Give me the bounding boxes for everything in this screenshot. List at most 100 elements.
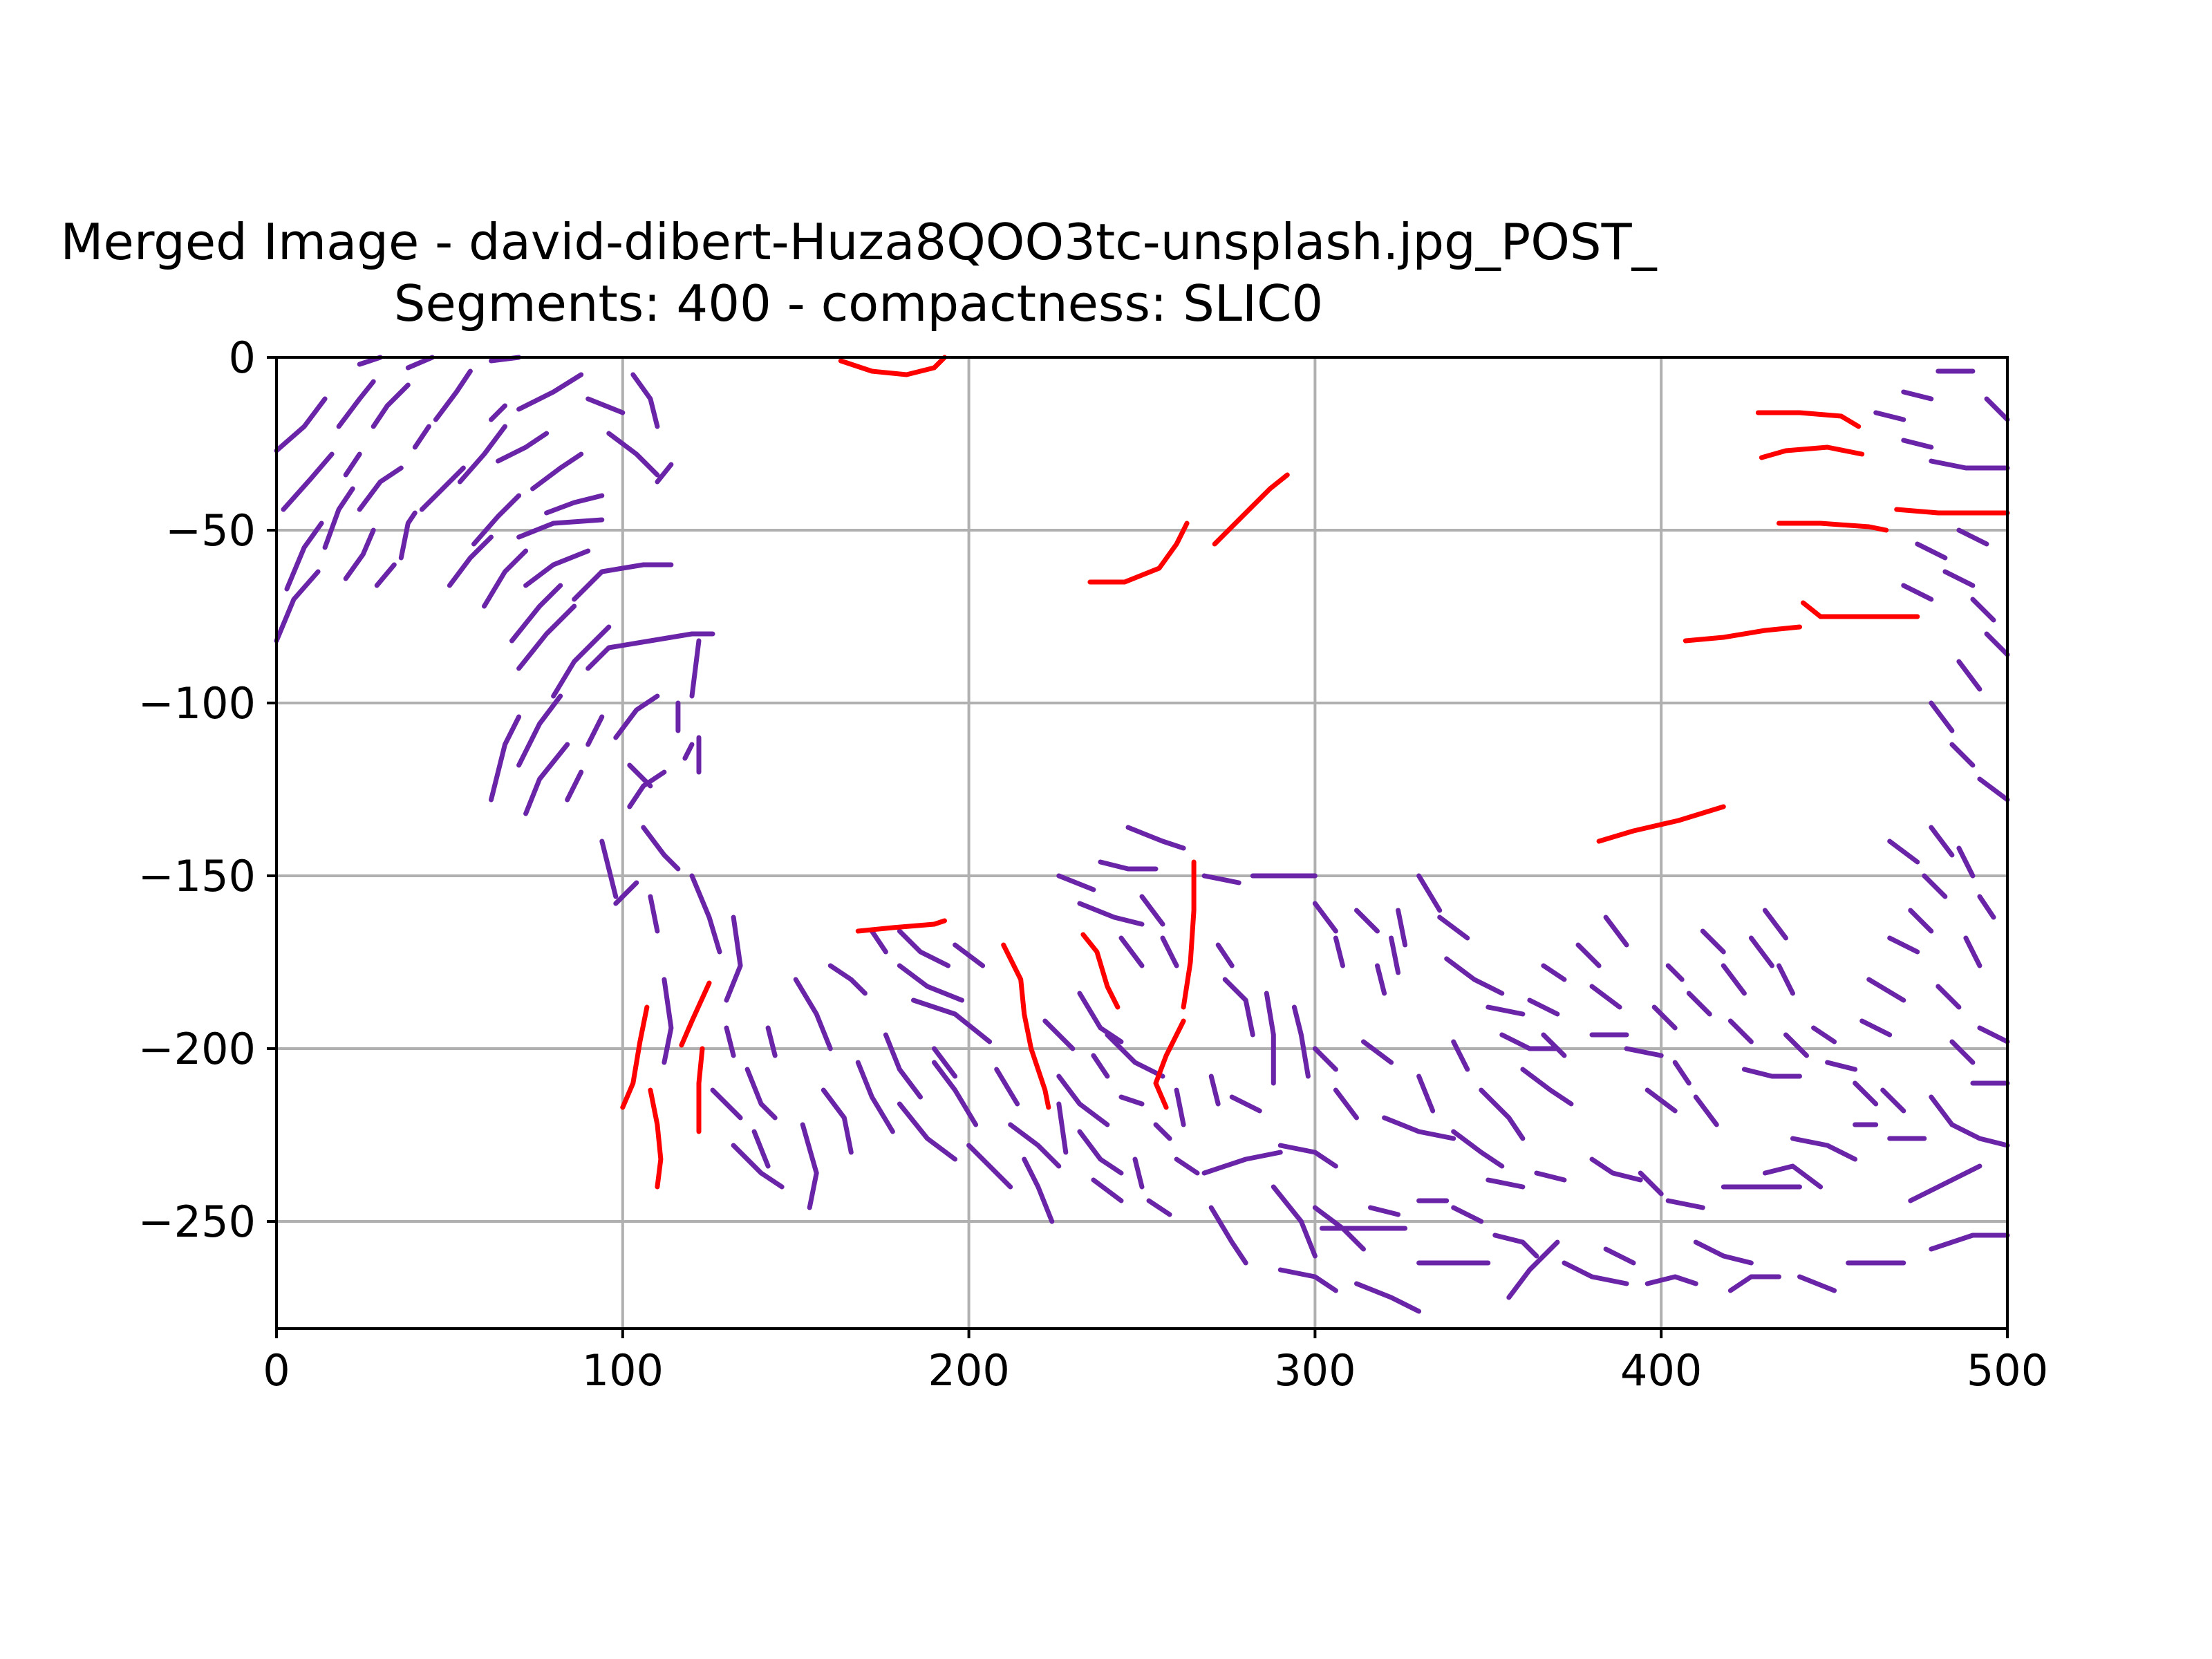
purple-line-segment <box>869 928 888 955</box>
purple-line-segment <box>1589 984 1622 1010</box>
purple-line-segment <box>1506 1239 1560 1300</box>
purple-line-segment <box>599 838 619 899</box>
purple-line-segment <box>585 714 605 747</box>
purple-line-segment <box>1686 991 1712 1017</box>
purple-line-segment <box>1333 1087 1359 1121</box>
purple-line-segment <box>482 548 529 609</box>
y-tick-label: −250 <box>138 1197 256 1247</box>
purple-line-segment <box>751 1129 771 1169</box>
red-line-segment <box>696 1046 705 1134</box>
y-tick-label: −50 <box>165 505 256 556</box>
purple-line-segment <box>1139 894 1165 927</box>
purple-line-segment <box>1291 1004 1311 1079</box>
purple-line-segment <box>613 693 660 740</box>
purple-line-segment <box>855 1060 895 1134</box>
purple-line-segment <box>1354 908 1380 934</box>
purple-line-segment <box>1451 1205 1484 1224</box>
purple-line-segment <box>496 431 550 464</box>
purple-line-segment <box>1077 901 1145 927</box>
purple-line-segment <box>1201 1150 1283 1176</box>
purple-line-segment <box>1984 396 2010 422</box>
purple-line-segment <box>627 762 653 789</box>
purple-line-segment <box>1589 1156 1643 1183</box>
purple-line-segment <box>994 1067 1020 1107</box>
purple-line-segment <box>489 714 522 803</box>
purple-line-segment <box>1146 1198 1172 1217</box>
purple-line-segment <box>630 372 660 429</box>
purple-line-segment <box>1208 1205 1248 1266</box>
purple-line-segment <box>1936 984 1962 1010</box>
purple-line-segment <box>1382 1115 1456 1141</box>
purple-line-segment <box>1264 991 1276 1086</box>
x-tick-label: 500 <box>1967 1345 2048 1396</box>
purple-line-segment <box>1727 1274 1781 1293</box>
purple-line-segment <box>419 465 466 512</box>
purple-line-segment <box>457 424 507 485</box>
purple-line-segment <box>1929 825 1955 858</box>
purple-line-segment <box>1451 1129 1505 1169</box>
purple-line-segment <box>1929 700 1955 733</box>
red-line-segment <box>1596 804 1726 844</box>
purple-line-segment <box>883 1032 923 1100</box>
x-tick-label: 300 <box>1274 1345 1356 1396</box>
purple-line-segment <box>897 963 965 1003</box>
purple-line-segment <box>1437 915 1470 941</box>
red-line-segment <box>1181 859 1197 1010</box>
purple-line-segment <box>1416 1074 1436 1114</box>
purple-line-segment <box>1977 776 2010 803</box>
purple-line-segment <box>1929 1094 1955 1127</box>
purple-line-segment <box>953 942 986 968</box>
red-line-segment <box>679 980 712 1048</box>
red-line-segment <box>1001 942 1051 1110</box>
purple-line-segment <box>1160 935 1179 968</box>
purple-line-segment <box>343 451 362 478</box>
purple-line-segment <box>274 569 321 644</box>
purple-line-segment <box>509 583 563 644</box>
purple-line-segment <box>1174 1156 1200 1176</box>
purple-line-segment <box>1056 1101 1069 1155</box>
purple-line-segment <box>1797 1274 1837 1293</box>
purple-line-segment <box>1672 1060 1691 1086</box>
purple-line-segment <box>585 631 715 671</box>
y-tick-label: 0 <box>229 332 256 383</box>
purple-line-segment <box>523 742 570 816</box>
purple-line-segment <box>966 1143 1013 1190</box>
purple-line-segment <box>1534 1170 1567 1183</box>
purple-line-segment <box>374 562 397 588</box>
purple-line-segment <box>1201 873 1241 885</box>
purple-line-segment <box>1887 838 1920 865</box>
purple-line-segment <box>281 451 335 512</box>
purple-line-segment <box>1638 1170 1664 1197</box>
purple-line-segment <box>471 493 522 547</box>
purple-line-segment <box>1977 894 1996 920</box>
purple-line-segment <box>606 431 660 478</box>
purple-line-segment <box>1901 389 1934 402</box>
purple-line-segment <box>1008 1122 1062 1169</box>
purple-line-segment <box>1603 915 1629 948</box>
chart-title-line-1: Merged Image - david-dibert-Huza8QOO3tc-… <box>60 213 1657 271</box>
purple-line-segment <box>744 1067 778 1121</box>
purple-line-segment <box>689 873 722 955</box>
purple-line-segment <box>1644 1274 1698 1286</box>
purple-line-segment <box>932 1060 979 1127</box>
purple-line-segment <box>1727 1018 1754 1044</box>
purple-line-segment <box>1644 1087 1678 1114</box>
purple-line-segment <box>1091 1177 1124 1203</box>
purple-line-segment <box>1929 458 2010 471</box>
purple-line-segment <box>1312 901 1338 934</box>
purple-line-segment <box>398 510 418 561</box>
purple-line-segment <box>724 1025 736 1058</box>
purple-line-segment <box>284 521 324 592</box>
purple-line-segment <box>1479 1087 1526 1141</box>
purple-line-segment <box>710 1087 743 1121</box>
purple-line-segment <box>1901 438 1934 450</box>
purple-line-segment <box>897 1101 958 1162</box>
purple-line-segment <box>1963 935 1983 968</box>
purple-line-segment <box>1956 845 1976 879</box>
purple-line-segment <box>821 1087 854 1155</box>
purple-line-segment <box>1984 631 2010 657</box>
purple-line-segment <box>648 894 660 934</box>
purple-line-segment <box>1444 956 1505 996</box>
chart-title-line-2: Segments: 400 - compactness: SLIC0 <box>394 274 1323 332</box>
purple-line-segment <box>613 880 639 906</box>
